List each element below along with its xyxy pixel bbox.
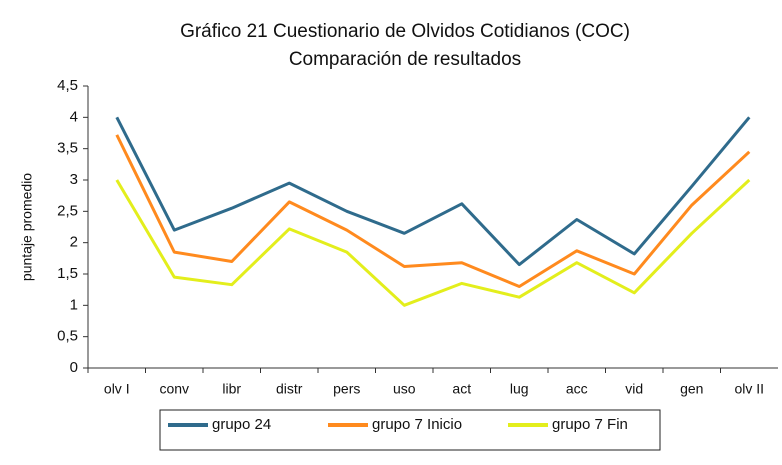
y-tick-label: 0,5 bbox=[57, 328, 78, 345]
chart-title: Gráfico 21 Cuestionario de Olvidos Cotid… bbox=[180, 21, 630, 42]
series-line bbox=[115, 134, 751, 288]
legend-box bbox=[159, 409, 661, 451]
y-axis-label: puntaje promedio bbox=[19, 173, 35, 281]
legend-label: grupo 7 Inicio bbox=[372, 416, 462, 433]
y-tick-label: 3,5 bbox=[57, 140, 78, 157]
y-tick-label: 4,5 bbox=[57, 77, 78, 94]
series-line bbox=[115, 116, 751, 267]
y-tick-label: 3 bbox=[70, 171, 78, 188]
x-tick-label: pers bbox=[333, 381, 360, 397]
x-tick-label: act bbox=[452, 381, 471, 397]
x-tick-label: acc bbox=[566, 381, 588, 397]
x-tick-label: conv bbox=[159, 381, 189, 397]
legend-label: grupo 7 Fin bbox=[552, 416, 628, 433]
y-tick-label: 2,5 bbox=[57, 202, 78, 219]
series-line bbox=[115, 178, 751, 307]
x-tick-label: vid bbox=[625, 381, 643, 397]
y-tick-label: 2 bbox=[70, 234, 78, 251]
x-tick-label: olv I bbox=[104, 381, 130, 397]
x-tick-label: olv II bbox=[734, 381, 764, 397]
y-tick-label: 4 bbox=[70, 108, 78, 125]
x-tick-label: distr bbox=[276, 381, 303, 397]
chart-subtitle: Comparación de resultados bbox=[289, 49, 521, 70]
x-tick-label: libr bbox=[222, 381, 241, 397]
y-tick-label: 0 bbox=[70, 359, 78, 376]
y-tick-label: 1,5 bbox=[57, 265, 78, 282]
x-tick-label: lug bbox=[510, 381, 529, 397]
x-tick-label: gen bbox=[680, 381, 703, 397]
y-tick-label: 1 bbox=[70, 296, 78, 313]
legend-label: grupo 24 bbox=[212, 416, 271, 433]
x-tick-label: uso bbox=[393, 381, 416, 397]
